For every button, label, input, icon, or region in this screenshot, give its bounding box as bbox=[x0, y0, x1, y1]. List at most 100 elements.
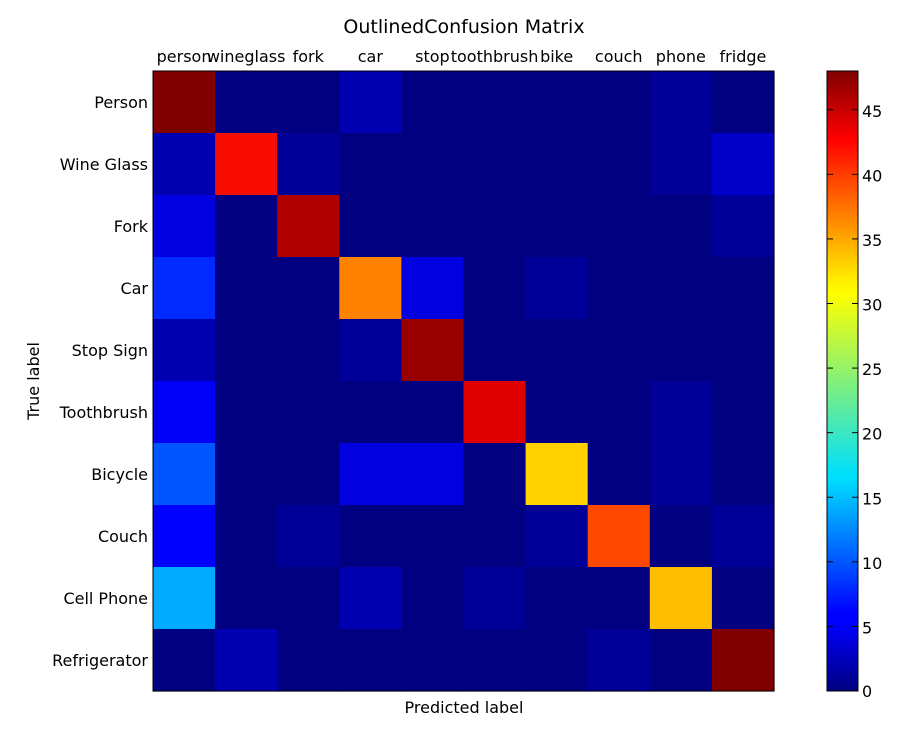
heatmap-cell bbox=[215, 629, 278, 692]
heatmap-cell bbox=[277, 257, 340, 320]
y-tick-label: Refrigerator bbox=[52, 651, 148, 670]
heatmap-cell bbox=[525, 257, 589, 320]
heatmap-cell bbox=[711, 133, 775, 196]
heatmap-cell bbox=[339, 443, 402, 506]
heatmap-cell bbox=[215, 505, 278, 568]
heatmap-cell bbox=[339, 567, 402, 630]
heatmap-cell bbox=[587, 567, 651, 630]
y-tick-label: Bicycle bbox=[91, 465, 148, 484]
heatmap-cell bbox=[525, 195, 589, 258]
heatmap-cell bbox=[649, 505, 713, 568]
x-tick-label: bike bbox=[540, 47, 573, 66]
heatmap-cell bbox=[401, 133, 465, 196]
heatmap-cell bbox=[401, 71, 465, 134]
heatmap-cell bbox=[401, 505, 465, 568]
x-tick-label: fridge bbox=[720, 47, 767, 66]
heatmap-cell bbox=[277, 567, 340, 630]
heatmap-cell bbox=[525, 71, 589, 134]
heatmap-cell bbox=[339, 319, 402, 382]
heatmap-cell bbox=[153, 195, 216, 258]
colorbar-tick-label: 35 bbox=[862, 231, 882, 250]
x-tick-label: phone bbox=[656, 47, 706, 66]
heatmap-cell bbox=[153, 629, 216, 692]
x-tick-label: toothbrush bbox=[451, 47, 539, 66]
heatmap-cell bbox=[711, 443, 775, 506]
heatmap-cell bbox=[525, 381, 589, 444]
heatmap-cell bbox=[277, 381, 340, 444]
heatmap-cell bbox=[711, 71, 775, 134]
heatmap-cell bbox=[711, 381, 775, 444]
heatmap-cell bbox=[153, 257, 216, 320]
heatmap-cell bbox=[153, 443, 216, 506]
heatmap-cell bbox=[649, 133, 713, 196]
heatmap-cell bbox=[153, 133, 216, 196]
heatmap-cell bbox=[401, 629, 465, 692]
heatmap-cell bbox=[401, 381, 465, 444]
heatmap-cell bbox=[215, 257, 278, 320]
heatmap-cell bbox=[215, 71, 278, 134]
heatmap-cell bbox=[277, 195, 340, 258]
heatmap-cell bbox=[587, 71, 651, 134]
heatmap-cell bbox=[339, 133, 402, 196]
heatmap-cell bbox=[711, 505, 775, 568]
chart-title: OutlinedConfusion Matrix bbox=[343, 16, 584, 38]
heatmap-cell bbox=[277, 505, 340, 568]
heatmap-cell bbox=[525, 443, 589, 506]
heatmap-cell bbox=[401, 567, 465, 630]
x-axis-label: Predicted label bbox=[405, 698, 524, 717]
heatmap-cell bbox=[587, 443, 651, 506]
heatmap-cell bbox=[587, 195, 651, 258]
heatmap-cell bbox=[277, 133, 340, 196]
heatmap-cell bbox=[587, 505, 651, 568]
x-tick-label: wineglass bbox=[207, 47, 286, 66]
heatmap-cell bbox=[463, 505, 527, 568]
colorbar bbox=[826, 70, 859, 692]
heatmap-cell bbox=[649, 381, 713, 444]
heatmap-cell bbox=[463, 319, 527, 382]
heatmap-cell bbox=[463, 133, 527, 196]
colorbar-tick-label: 15 bbox=[862, 489, 882, 508]
x-tick-label: fork bbox=[293, 47, 325, 66]
colorbar-tick-label: 20 bbox=[862, 425, 882, 444]
colorbar-tick-label: 25 bbox=[862, 360, 882, 379]
heatmap-cell bbox=[587, 319, 651, 382]
heatmap-cell bbox=[215, 381, 278, 444]
heatmap-cell bbox=[463, 381, 527, 444]
colorbar-tick-label: 10 bbox=[862, 554, 882, 573]
heatmap-cell bbox=[463, 443, 527, 506]
heatmap-cell bbox=[215, 567, 278, 630]
heatmap-cell bbox=[587, 257, 651, 320]
heatmap-cell bbox=[153, 319, 216, 382]
heatmap-cell bbox=[215, 133, 278, 196]
heatmap-cell bbox=[649, 71, 713, 134]
colorbar-tick-label: 5 bbox=[862, 618, 872, 637]
heatmap-cell bbox=[401, 257, 465, 320]
heatmap-cell bbox=[587, 629, 651, 692]
heatmap-cell bbox=[525, 505, 589, 568]
heatmap-cell bbox=[401, 443, 465, 506]
y-tick-labels: Person Wine Glass Fork Car Stop Sign Toothbru… bbox=[52, 93, 149, 670]
heatmap-cell bbox=[277, 71, 340, 134]
heatmap-cell bbox=[463, 195, 527, 258]
heatmap-cell bbox=[649, 567, 713, 630]
colorbar-tick-label: 40 bbox=[862, 166, 882, 185]
heatmap-cell bbox=[649, 195, 713, 258]
heatmap-cell bbox=[649, 257, 713, 320]
y-tick-label: Couch bbox=[98, 527, 148, 546]
heatmap-cell bbox=[711, 257, 775, 320]
heatmap-cell bbox=[339, 195, 402, 258]
heatmap-cell bbox=[339, 381, 402, 444]
heatmap-cell bbox=[401, 319, 465, 382]
heatmap-cell bbox=[525, 567, 589, 630]
y-tick-label: Cell Phone bbox=[63, 589, 148, 608]
heatmap-cell bbox=[339, 257, 402, 320]
heatmap-cell bbox=[215, 195, 278, 258]
y-tick-label: Car bbox=[120, 279, 148, 298]
heatmap-cell bbox=[463, 257, 527, 320]
heatmap-cell bbox=[587, 133, 651, 196]
x-tick-label: couch bbox=[595, 47, 643, 66]
heatmap-cell bbox=[401, 195, 465, 258]
heatmap-cells bbox=[153, 71, 775, 692]
